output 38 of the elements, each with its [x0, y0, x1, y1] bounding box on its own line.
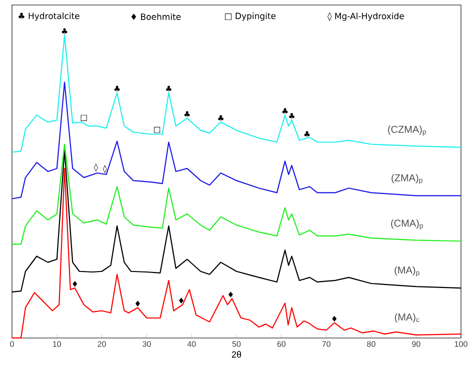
annotation: ♣: [166, 86, 172, 92]
annotation: ◊: [102, 164, 107, 174]
annotation: ♣: [114, 86, 120, 92]
annotation: ♣: [62, 28, 68, 34]
annotation: ♦: [135, 300, 140, 307]
annotation: □: [154, 126, 160, 134]
series-label: (ZMA)$_{p}$: [392, 174, 422, 184]
x-tick-label: 80: [367, 341, 376, 347]
x-tick-label: 50: [232, 341, 241, 347]
x-tick-label: 40: [187, 341, 196, 347]
text: ♣ Hydrotalcite: [18, 12, 80, 21]
annotation: ◊: [94, 163, 98, 172]
x-tick-label: 90: [412, 341, 420, 347]
text: ♦ Boehmite: [131, 13, 181, 20]
annotation: ♦: [179, 298, 184, 304]
x-tick-label: 60: [277, 341, 286, 347]
x-axis-title: 2θ: [232, 351, 242, 358]
annotation: ♦: [72, 281, 78, 287]
series-label: (MA)$_{c}$: [394, 313, 420, 323]
annotation: ♣: [304, 131, 310, 137]
annotation: ♣: [218, 115, 224, 121]
annotation: ♦: [228, 292, 233, 298]
text: ◊ Mg-Al-Hydroxide: [328, 12, 404, 22]
x-tick-label: 20: [98, 341, 106, 347]
annotation: ♣: [184, 111, 190, 118]
annotation: □: [80, 114, 87, 121]
annotation: ♣: [282, 108, 288, 114]
series-label: (MA)$_{p}$: [394, 266, 420, 277]
x-tick-label: 30: [142, 341, 151, 347]
x-tick-label: 10: [53, 341, 62, 347]
series-label: (CMA)$_{p}$: [391, 219, 423, 230]
x-tick-label: 100: [454, 341, 468, 347]
x-tick-label: 70: [322, 341, 330, 347]
text: □ Dypingite: [225, 12, 276, 21]
annotation: ♦: [332, 316, 337, 322]
x-tick-label: 0: [10, 341, 14, 347]
annotation: ♣: [289, 112, 294, 119]
series-label: (CZMA)$_{p}$: [388, 126, 426, 136]
